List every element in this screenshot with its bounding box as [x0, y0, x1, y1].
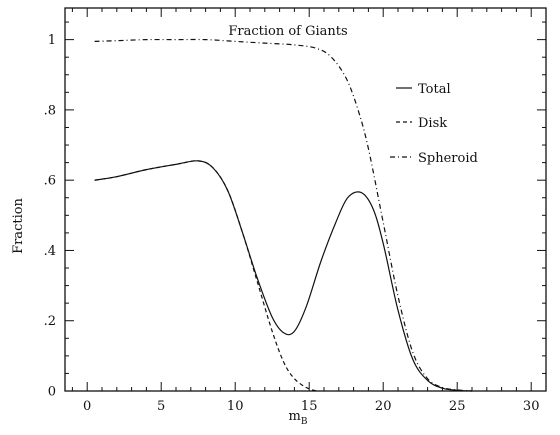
legend-total-label: Total: [418, 82, 451, 97]
y-tick-label: .4: [44, 244, 56, 259]
series-total-line: [94, 160, 473, 392]
x-tick-label: 10: [227, 399, 244, 414]
x-tick-label: 20: [375, 399, 392, 414]
series-layer: [94, 38, 473, 392]
series-spheroid-line: [94, 38, 473, 392]
y-tick-label: .8: [44, 103, 56, 118]
y-tick-label: 1: [48, 33, 56, 48]
x-axis-label-subscript: B: [301, 417, 308, 427]
x-tick-label: 15: [301, 399, 318, 414]
legend-spheroid-label: Spheroid: [418, 151, 478, 166]
x-tick-label: 25: [449, 399, 466, 414]
x-axis-label: mB: [289, 409, 308, 427]
y-tick-label: .6: [44, 174, 56, 189]
y-tick-label: .2: [44, 314, 56, 329]
x-axis-label-main: m: [289, 409, 301, 424]
y-axis-ticks: 0 .2 .4 .6 .8 1: [44, 21, 546, 400]
legend-disk-label: Disk: [418, 116, 447, 131]
series-disk-line: [94, 160, 317, 392]
x-tick-label: 0: [83, 399, 91, 414]
y-tick-label: 0: [48, 385, 56, 400]
plot-frame: [64, 7, 547, 392]
chart-title: Fraction of Giants: [228, 24, 347, 39]
y-axis-label: Fraction: [11, 197, 26, 253]
legend: Total Disk Spheroid: [390, 82, 478, 166]
x-axis-ticks: 0 5 10 15 20 25 30: [71, 8, 547, 414]
x-tick-label: 5: [157, 399, 165, 414]
x-tick-label: 30: [523, 399, 540, 414]
